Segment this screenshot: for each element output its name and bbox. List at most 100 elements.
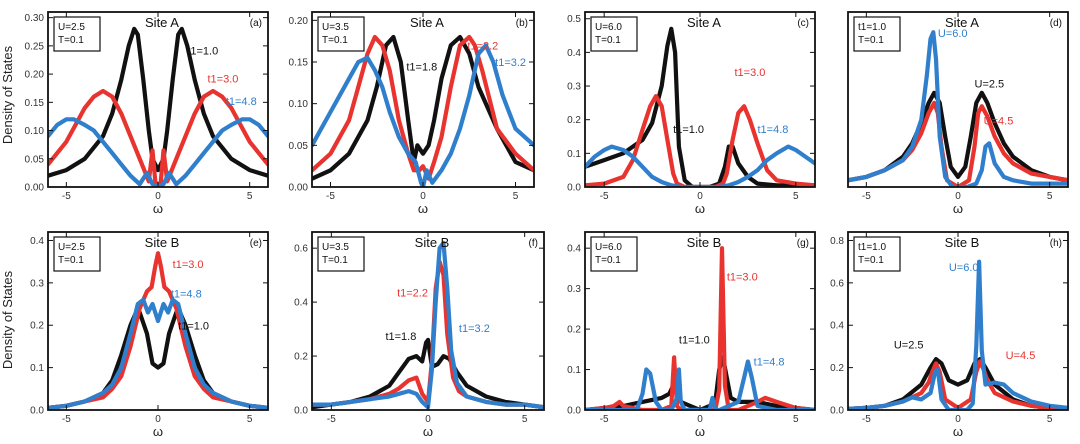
site-title: Site A <box>145 15 179 30</box>
x-tick-label: 0 <box>420 191 426 202</box>
panel-label: (e) <box>250 238 262 249</box>
panel-h: -5 0 5 ω 0.0 0.2 0.4 0.6 0.8 t1=1.0 T=0.1 Site B (h)… <box>830 231 1069 439</box>
y-tick-label: 0.4 <box>30 236 44 247</box>
x-tick-label: -5 <box>862 191 871 202</box>
x-tick-label: -5 <box>62 414 71 425</box>
x-tick-label: 5 <box>1047 191 1053 202</box>
param-text: T=0.1 <box>595 255 621 266</box>
panel-label: (c) <box>797 18 809 29</box>
series-line-t1-4p8 <box>48 117 268 187</box>
y-tick-label: 0.3 <box>567 82 581 93</box>
x-tick-label: 0 <box>155 191 161 202</box>
curve-annotation-t1-1p8: t1=1.8 <box>406 61 437 73</box>
curve-annotation-t1-1p0: t1=1.0 <box>679 334 710 346</box>
y-tick-label: 0.0 <box>567 406 581 417</box>
curve-annotation-t1-2p2: t1=2.2 <box>397 288 428 300</box>
y-tick-label: 0.4 <box>830 321 844 332</box>
x-tick-label: -5 <box>600 191 609 202</box>
series-line-t1-4p8 <box>48 297 268 410</box>
param-box: U=3.5 T=0.1 <box>317 236 365 272</box>
y-tick-label: 0.10 <box>25 126 45 137</box>
panel-e: -5 0 5 ω 0.0 0.1 0.2 0.3 0.4 U=2.5 T=0.1 Site B (e) t… <box>30 231 269 439</box>
curve-annotation-u-6p0: U=6.0 <box>949 262 979 274</box>
param-text: T=0.1 <box>858 255 884 266</box>
y-tick-label: 0.5 <box>567 14 581 25</box>
param-box-frame <box>317 236 365 272</box>
series-line-u-6p0 <box>848 259 1068 410</box>
param-text: T=0.1 <box>322 255 348 266</box>
curve-annotation-u-6p0: U=6.0 <box>938 28 968 40</box>
param-text: t1=1.0 <box>858 242 887 253</box>
series-line-t1-4p8 <box>585 359 815 410</box>
series-group <box>848 30 1068 187</box>
y-tick-label: 0.1 <box>30 363 44 374</box>
x-tick-label: 5 <box>513 191 519 202</box>
param-text: U=2.5 <box>58 242 85 253</box>
param-box: U=2.5 T=0.1 <box>53 236 101 272</box>
x-tick-label: 5 <box>247 191 253 202</box>
y-axis-label: Density of States <box>0 270 15 369</box>
panel-g: -5 0 5 ω 0.0 0.1 0.2 0.3 0.4 U=6.0 T=0.1 Site B (g) t… <box>567 231 816 439</box>
x-tick-label: 5 <box>247 414 253 425</box>
param-text: U=2.5 <box>58 22 85 33</box>
figure-y-label-top: Density of States <box>0 45 15 144</box>
param-box-frame <box>53 16 101 52</box>
y-tick-label: 0.1 <box>567 149 581 160</box>
series-group <box>585 26 815 187</box>
param-text: T=0.1 <box>858 35 884 46</box>
param-box-frame <box>853 236 901 272</box>
param-box: t1=1.0 T=0.1 <box>853 236 901 272</box>
figure-y-label-bottom: Density of States <box>0 270 15 369</box>
series-line-u-6p0 <box>848 30 1068 187</box>
x-axis-label: ω <box>153 201 163 216</box>
y-tick-label: 0.2 <box>830 363 844 374</box>
x-tick-label: 0 <box>955 414 961 425</box>
x-tick-label: -5 <box>326 191 335 202</box>
y-tick-label: 0.3 <box>30 278 44 289</box>
x-tick-label: 5 <box>1047 414 1053 425</box>
param-text: T=0.1 <box>58 255 84 266</box>
y-tick-label: 0.8 <box>830 236 844 247</box>
x-tick-label: 5 <box>793 191 799 202</box>
param-text: T=0.1 <box>58 35 84 46</box>
y-tick-label: 0.4 <box>567 244 581 255</box>
panel-c: -5 0 5 ω 0.0 0.1 0.2 0.3 0.4 0.5 U=6.0 T=0.1 Site A (… <box>567 11 816 216</box>
x-axis-label: ω <box>953 424 963 439</box>
curve-annotation-t1-1p0: t1=1.0 <box>178 320 209 332</box>
y-tick-label: 0.20 <box>289 16 309 27</box>
y-tick-label: 0.1 <box>567 365 581 376</box>
panel-a: -5 0 5 ω 0.00 0.05 0.10 0.15 0.20 0.25 0.30 U=2.5 T=… <box>25 11 269 216</box>
y-tick-label: 0.6 <box>830 278 844 289</box>
series-line-t1-3p2 <box>312 43 534 187</box>
param-box-frame <box>53 236 101 272</box>
x-axis-label: ω <box>695 424 705 439</box>
series-group <box>585 246 815 410</box>
series-group <box>48 26 268 187</box>
panel-f: -5 0 5 ω 0.0 0.2 0.4 0.6 U=3.5 T=0.1 Site B (f) t1=2… <box>294 231 545 439</box>
panel-label: (d) <box>1050 18 1062 29</box>
site-title: Site B <box>145 235 180 250</box>
series-line-t1-4p8 <box>585 144 815 187</box>
y-tick-label: 0.0 <box>567 183 581 194</box>
curve-annotation-t1-3p0: t1=3.0 <box>735 67 766 79</box>
curve-annotation-u-4p5: U=4.5 <box>1006 350 1036 362</box>
param-text: t1=1.0 <box>858 22 887 33</box>
param-box: U=6.0 T=0.1 <box>590 236 638 272</box>
y-tick-label: 0.20 <box>25 70 45 81</box>
series-line-t1-3p0 <box>48 88 268 187</box>
panel-d: -5 0 5 ω t1=1.0 T=0.1 Site A (d) U=6.0 U=2.5 U=4.5 <box>847 11 1069 216</box>
y-tick-label: 0.2 <box>30 321 44 332</box>
series-line-t1-3p0 <box>585 94 815 187</box>
y-tick-label: 0.4 <box>294 298 308 309</box>
y-tick-label: 0.2 <box>294 352 308 363</box>
param-box: t1=1.0 T=0.1 <box>853 16 901 52</box>
y-tick-label: 0.3 <box>567 284 581 295</box>
series-line-t1-3p0 <box>585 246 815 410</box>
x-tick-label: -5 <box>62 191 71 202</box>
site-title: Site A <box>687 15 721 30</box>
y-tick-label: 0.05 <box>289 141 309 152</box>
curve-annotation-t1-4p8: t1=4.8 <box>171 289 202 301</box>
panel-label: (b) <box>516 18 528 29</box>
curve-annotation-t1-1p0: t1=1.0 <box>673 124 704 136</box>
